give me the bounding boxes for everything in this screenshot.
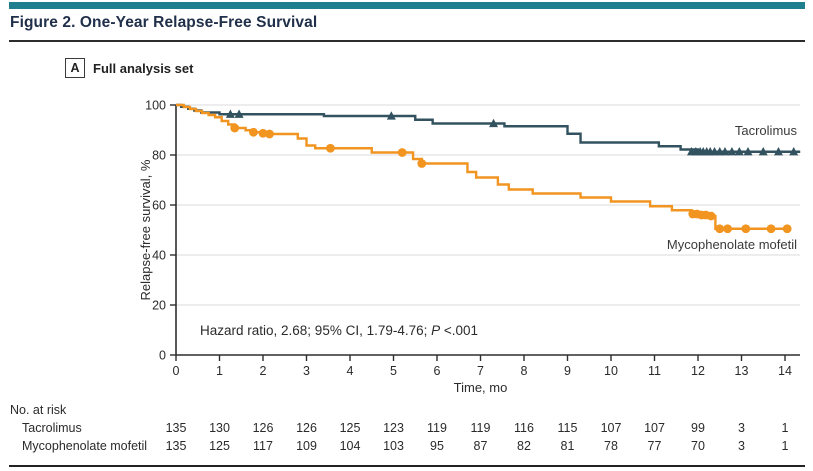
- hazard-ratio-annotation: Hazard ratio, 2.68; 95% CI, 1.79-4.76; P…: [200, 323, 478, 338]
- x-tick-label: 9: [564, 364, 571, 378]
- accent-bar: [9, 2, 805, 9]
- title-divider: [9, 40, 805, 42]
- censor-triangle: [386, 111, 396, 120]
- censor-triangle: [225, 109, 235, 118]
- risk-value: 82: [517, 439, 531, 453]
- risk-value: 135: [165, 439, 187, 453]
- risk-value: 3: [738, 439, 745, 453]
- x-axis-title: Time, mo: [454, 380, 508, 395]
- censor-triangle: [234, 109, 244, 118]
- censor-circle: [723, 224, 732, 234]
- censor-circle: [249, 127, 258, 137]
- censor-circle: [258, 128, 268, 138]
- y-tick-label: 40: [152, 249, 166, 263]
- x-tick-label: 1: [216, 364, 223, 378]
- figure-title: Figure 2. One-Year Relapse-Free Survival: [10, 14, 318, 31]
- censor-circle: [326, 143, 335, 153]
- risk-row-label-tacrolimus: Tacrolimus: [22, 421, 82, 435]
- censor-triangle: [720, 146, 730, 156]
- panel-title: Full analysis set: [93, 61, 194, 76]
- censor-triangle: [758, 146, 768, 156]
- x-tick-label: 7: [477, 364, 484, 378]
- x-tick-label: 13: [735, 364, 749, 378]
- x-tick-label: 4: [347, 364, 354, 378]
- x-tick-label: 12: [691, 364, 705, 378]
- y-tick-label: 0: [159, 349, 166, 363]
- censor-triangle: [743, 146, 753, 156]
- risk-value: 116: [514, 421, 534, 435]
- x-tick-label: 10: [604, 364, 618, 378]
- risk-value: 135: [165, 421, 187, 435]
- x-tick-label: 14: [778, 364, 792, 378]
- x-tick-label: 8: [521, 364, 528, 378]
- censor-circle: [715, 224, 725, 234]
- x-tick-label: 0: [173, 364, 180, 378]
- y-axis-title: Relapse-free survival, %: [138, 159, 153, 300]
- risk-value: 99: [691, 421, 705, 435]
- censor-circle: [265, 129, 274, 139]
- censor-circle: [782, 224, 792, 234]
- p-value: <.001: [440, 323, 479, 338]
- risk-value: 3: [738, 421, 745, 435]
- risk-value: 107: [644, 421, 665, 435]
- risk-value: 119: [427, 421, 447, 435]
- censor-triangle: [789, 146, 799, 156]
- x-tick-label: 3: [303, 364, 310, 378]
- risk-value: 109: [296, 439, 317, 453]
- risk-row-label-mycophenolate: Mycophenolate mofetil: [22, 439, 148, 453]
- censor-circle: [417, 159, 427, 168]
- risk-value: 117: [253, 439, 273, 453]
- risk-value: 123: [383, 421, 404, 435]
- hazard-ratio-text: Hazard ratio, 2.68; 95% CI, 1.79-4.76;: [200, 323, 432, 338]
- risk-table-header: No. at risk: [10, 403, 67, 417]
- risk-value: 77: [647, 439, 662, 453]
- risk-value: 87: [473, 439, 488, 453]
- p-label: P: [431, 323, 441, 338]
- y-tick-label: 20: [152, 299, 166, 313]
- series-label-tacrolimus: Tacrolimus: [734, 123, 797, 138]
- risk-value: 70: [691, 439, 705, 453]
- risk-value: 119: [470, 421, 491, 435]
- y-tick-label: 60: [152, 199, 166, 213]
- censor-circle: [397, 148, 407, 157]
- y-tick-label: 80: [152, 149, 166, 163]
- censor-circle: [741, 224, 751, 234]
- risk-value: 107: [600, 421, 622, 435]
- risk-value: 95: [430, 439, 444, 453]
- survival-curve-circle: [176, 103, 790, 230]
- censor-triangle: [734, 146, 744, 156]
- series-label-mycophenolate: Mycophenolate mofetil: [666, 237, 797, 252]
- risk-value: 126: [252, 421, 274, 435]
- risk-value: 78: [604, 439, 618, 453]
- figure-bottom-border: [9, 465, 805, 467]
- survival-curve-triangle: [176, 103, 801, 153]
- risk-value: 130: [209, 421, 230, 435]
- risk-value: 1: [781, 439, 789, 453]
- x-tick-label: 5: [390, 364, 397, 378]
- risk-value: 1: [781, 421, 789, 435]
- panel-label: A: [70, 61, 80, 75]
- risk-value: 126: [296, 421, 317, 435]
- risk-value: 115: [557, 421, 578, 435]
- x-tick-label: 6: [434, 364, 441, 378]
- risk-value: 103: [383, 439, 404, 453]
- risk-value: 104: [339, 439, 361, 453]
- y-tick-label: 100: [145, 99, 166, 113]
- censor-triangle: [489, 118, 499, 128]
- censor-circle: [766, 224, 776, 234]
- censor-circle: [706, 211, 716, 221]
- censor-triangle: [773, 146, 783, 156]
- x-tick-label: 2: [260, 364, 267, 378]
- panel-label-box: A: [65, 58, 85, 78]
- censor-circle: [230, 123, 240, 133]
- risk-value: 81: [560, 439, 575, 453]
- censor-triangle: [727, 146, 737, 156]
- x-tick-label: 11: [648, 364, 661, 378]
- risk-value: 125: [209, 439, 230, 453]
- risk-value: 125: [339, 421, 361, 435]
